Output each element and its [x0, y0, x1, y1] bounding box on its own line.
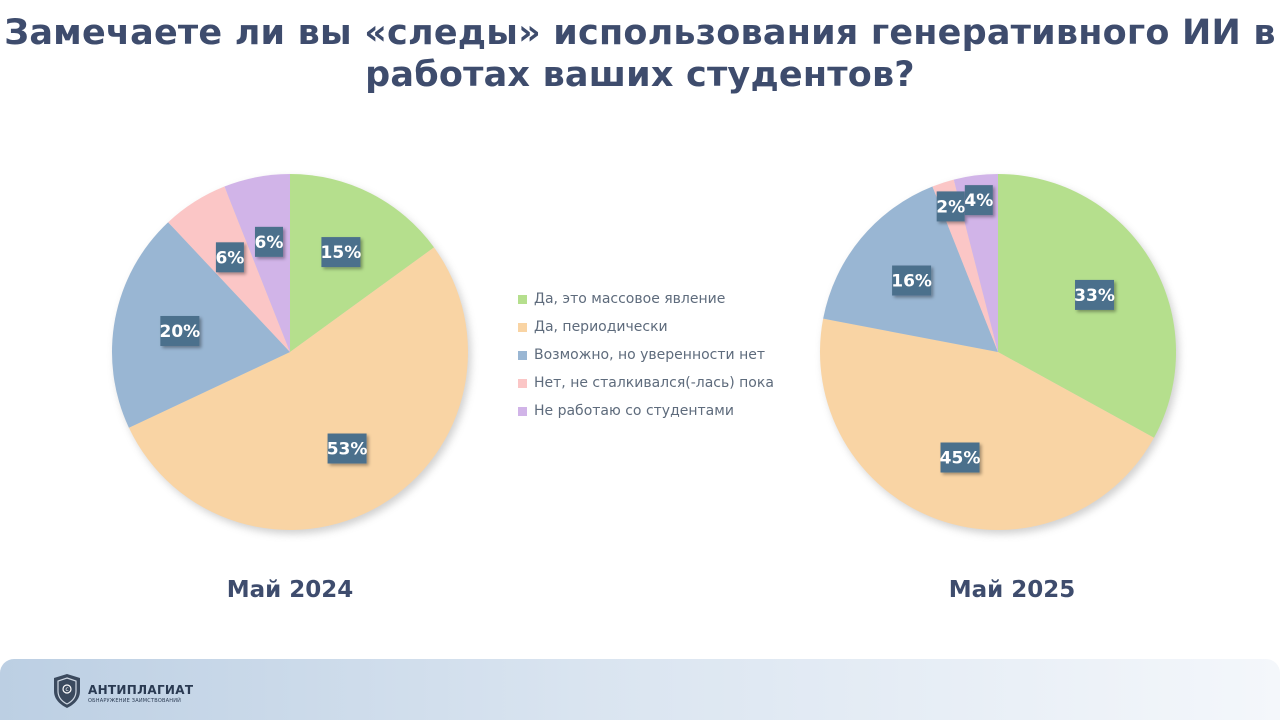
logo-name: АНТИПЛАГИАТ: [88, 682, 194, 697]
data-label: 2%: [936, 191, 965, 222]
legend-item: Нет, не сталкивался(-лась) пока: [518, 369, 774, 397]
data-label: 33%: [1074, 279, 1115, 310]
footer-bar: c АНТИПЛАГИАТ ОБНАРУЖЕНИЕ ЗАИМСТВОВАНИЙ: [0, 659, 1280, 720]
data-label: 20%: [159, 315, 200, 346]
data-label: 16%: [891, 265, 932, 296]
data-label: 53%: [327, 433, 368, 464]
legend-label: Да, это массовое явление: [534, 291, 726, 307]
legend-swatch: [518, 406, 527, 416]
data-label-text: 15%: [321, 243, 362, 263]
data-label-text: 2%: [936, 197, 965, 217]
title-line-2: работах ваших студентов?: [365, 55, 915, 95]
legend-label: Возможно, но уверенности нет: [534, 347, 765, 363]
legend-swatch: [518, 378, 527, 388]
legend-item: Да, периодически: [518, 313, 774, 341]
data-label-text: 6%: [255, 233, 284, 253]
legend-item: Возможно, но уверенности нет: [518, 341, 774, 369]
data-label-text: 4%: [964, 191, 993, 211]
pie-slice: [953, 174, 998, 352]
chart-caption-may-2025: Май 2025: [948, 577, 1076, 603]
brand-logo: c АНТИПЛАГИАТ ОБНАРУЖЕНИЕ ЗАИМСТВОВАНИЙ: [52, 673, 193, 713]
legend-item: Да, это массовое явление: [518, 285, 774, 313]
logo-text: АНТИПЛАГИАТ ОБНАРУЖЕНИЕ ЗАИМСТВОВАНИЙ: [88, 683, 193, 704]
data-label: 15%: [321, 237, 362, 268]
pie-chart-may-2025: 33% 45% 16% 2% 4%: [820, 174, 1179, 534]
data-label: 6%: [215, 242, 244, 273]
legend-swatch: [518, 322, 527, 332]
pie-slice: [224, 174, 290, 352]
pie-slice: [932, 179, 998, 352]
pie-slice: [820, 318, 1154, 530]
logo-subtitle: ОБНАРУЖЕНИЕ ЗАИМСТВОВАНИЙ: [88, 697, 182, 704]
data-label-text: 33%: [1074, 286, 1115, 306]
legend-swatch: [518, 350, 527, 360]
data-label-text: 45%: [940, 449, 981, 469]
data-label: 6%: [255, 226, 284, 257]
page-title: Замечаете ли вы «следы» использования ге…: [0, 12, 1280, 96]
pie-slice: [111, 222, 290, 428]
chart-caption-may-2024: Май 2024: [226, 577, 354, 603]
data-label: 4%: [964, 185, 993, 216]
title-line-1: Замечаете ли вы «следы» использования ге…: [4, 13, 1276, 53]
data-label-text: 16%: [891, 272, 932, 292]
chart-legend: Да, это массовое явление Да, периодическ…: [518, 285, 774, 425]
shield-icon: c: [52, 673, 82, 713]
pie-chart-may-2024: 15% 53% 20% 6% 6%: [111, 174, 471, 534]
data-label: 45%: [940, 442, 981, 473]
legend-swatch: [518, 294, 527, 304]
legend-label: Нет, не сталкивался(-лась) пока: [534, 375, 774, 391]
data-label-text: 53%: [327, 440, 368, 460]
legend-item: Не работаю со студентами: [518, 397, 774, 425]
legend-label: Да, периодически: [534, 319, 668, 335]
pie-slice: [290, 174, 435, 352]
svg-text:c: c: [65, 686, 68, 693]
pie-slice: [128, 247, 468, 530]
data-label-text: 20%: [159, 322, 200, 342]
data-label-text: 6%: [215, 248, 244, 268]
legend-label: Не работаю со студентами: [534, 403, 734, 419]
